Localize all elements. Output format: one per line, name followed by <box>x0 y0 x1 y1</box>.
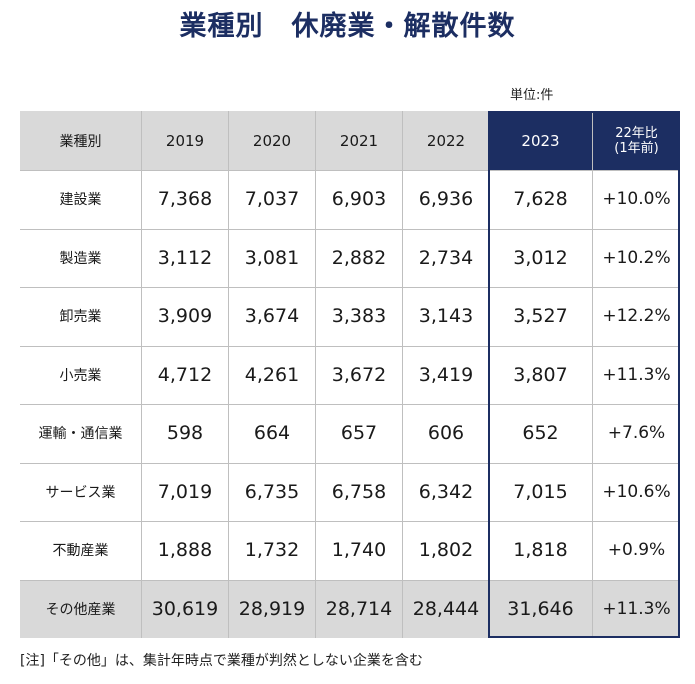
header-change: 22年比 (1年前) <box>593 111 680 170</box>
row-change-cell: +11.3% <box>593 579 680 638</box>
header-2019: 2019 <box>142 111 229 170</box>
row-value-cell: 3,383 <box>316 287 403 346</box>
row-value-cell: 4,261 <box>229 345 316 404</box>
header-2022: 2022 <box>403 111 489 170</box>
row-change-cell: +10.6% <box>593 462 680 521</box>
row-value-cell: 1,888 <box>142 521 229 580</box>
row-value-cell: 30,619 <box>142 579 229 638</box>
row-value-cell: 3,143 <box>403 287 489 346</box>
row-value-cell: 7,037 <box>229 170 316 229</box>
table-row: サービス業 7,019 6,735 6,758 6,342 7,015 +10.6% <box>20 462 680 521</box>
row-industry-cell: 卸売業 <box>20 287 142 346</box>
table-header-row: 業種別 2019 2020 2021 2022 2023 22年比 (1年前) <box>20 111 680 170</box>
row-value-cell: 652 <box>489 404 593 463</box>
row-value-cell: 1,740 <box>316 521 403 580</box>
row-value-cell: 3,674 <box>229 287 316 346</box>
row-industry-cell: 小売業 <box>20 345 142 404</box>
row-change-cell: +12.2% <box>593 287 680 346</box>
row-divider <box>20 345 680 347</box>
row-divider <box>20 404 680 405</box>
row-value-cell: 2,882 <box>316 228 403 287</box>
row-divider <box>20 521 680 522</box>
row-value-cell: 6,936 <box>403 170 489 229</box>
row-change-cell: +7.6% <box>593 404 680 463</box>
header-2020: 2020 <box>229 111 316 170</box>
row-value-cell: 6,342 <box>403 462 489 521</box>
row-value-cell: 2,734 <box>403 228 489 287</box>
row-value-cell: 664 <box>229 404 316 463</box>
row-value-cell: 31,646 <box>489 579 593 638</box>
row-value-cell: 7,015 <box>489 462 593 521</box>
row-value-cell: 28,919 <box>229 579 316 638</box>
row-value-cell: 3,672 <box>316 345 403 404</box>
row-industry-cell: その他産業 <box>20 579 142 638</box>
data-table: 業種別 2019 2020 2021 2022 2023 22年比 (1年前) … <box>20 111 680 638</box>
row-value-cell: 7,368 <box>142 170 229 229</box>
row-value-cell: 7,019 <box>142 462 229 521</box>
row-value-cell: 7,628 <box>489 170 593 229</box>
table-row: 運輸・通信業 598 664 657 606 652 +7.6% <box>20 404 680 463</box>
table-row: 製造業 3,112 3,081 2,882 2,734 3,012 +10.2% <box>20 228 680 287</box>
row-value-cell: 1,802 <box>403 521 489 580</box>
row-value-cell: 598 <box>142 404 229 463</box>
footnote: [注]「その他」は、集計年時点で業種が判然としない企業を含む <box>20 653 423 669</box>
row-value-cell: 6,735 <box>229 462 316 521</box>
row-change-cell: +0.9% <box>593 521 680 580</box>
row-value-cell: 1,818 <box>489 521 593 580</box>
row-value-cell: 3,112 <box>142 228 229 287</box>
unit-label: 単位:件 <box>510 88 554 103</box>
row-value-cell: 6,903 <box>316 170 403 229</box>
row-change-cell: +10.2% <box>593 228 680 287</box>
row-change-cell: +11.3% <box>593 345 680 404</box>
row-value-cell: 3,909 <box>142 287 229 346</box>
row-value-cell: 606 <box>403 404 489 463</box>
table-row: 卸売業 3,909 3,674 3,383 3,143 3,527 +12.2% <box>20 287 680 346</box>
page-title: 業種別 休廃業・解散件数 <box>179 11 516 42</box>
row-divider <box>20 462 680 464</box>
row-divider <box>20 579 680 581</box>
header-2021: 2021 <box>316 111 403 170</box>
table-row: 不動産業 1,888 1,732 1,740 1,802 1,818 +0.9% <box>20 521 680 580</box>
row-industry-cell: 製造業 <box>20 228 142 287</box>
row-value-cell: 657 <box>316 404 403 463</box>
header-industry: 業種別 <box>20 111 142 170</box>
table-row: その他産業 30,619 28,919 28,714 28,444 31,646 +11.3… <box>20 579 680 638</box>
row-divider <box>20 287 680 288</box>
row-value-cell: 28,444 <box>403 579 489 638</box>
row-industry-cell: 不動産業 <box>20 521 142 580</box>
header-change-line2: (1年前) <box>614 140 659 156</box>
row-value-cell: 3,012 <box>489 228 593 287</box>
row-value-cell: 3,527 <box>489 287 593 346</box>
row-value-cell: 3,081 <box>229 228 316 287</box>
row-industry-cell: サービス業 <box>20 462 142 521</box>
table-row: 小売業 4,712 4,261 3,672 3,419 3,807 +11.3% <box>20 345 680 404</box>
row-value-cell: 3,419 <box>403 345 489 404</box>
row-value-cell: 4,712 <box>142 345 229 404</box>
row-industry-cell: 運輸・通信業 <box>20 404 142 463</box>
row-change-cell: +10.0% <box>593 170 680 229</box>
row-industry-cell: 建設業 <box>20 170 142 229</box>
table-row: 建設業 7,368 7,037 6,903 6,936 7,628 +10.0% <box>20 170 680 229</box>
row-value-cell: 6,758 <box>316 462 403 521</box>
header-change-line1: 22年比 <box>615 125 658 141</box>
row-divider <box>20 170 680 171</box>
row-value-cell: 1,732 <box>229 521 316 580</box>
header-2023: 2023 <box>489 111 593 170</box>
row-divider <box>20 228 680 230</box>
row-value-cell: 3,807 <box>489 345 593 404</box>
row-value-cell: 28,714 <box>316 579 403 638</box>
